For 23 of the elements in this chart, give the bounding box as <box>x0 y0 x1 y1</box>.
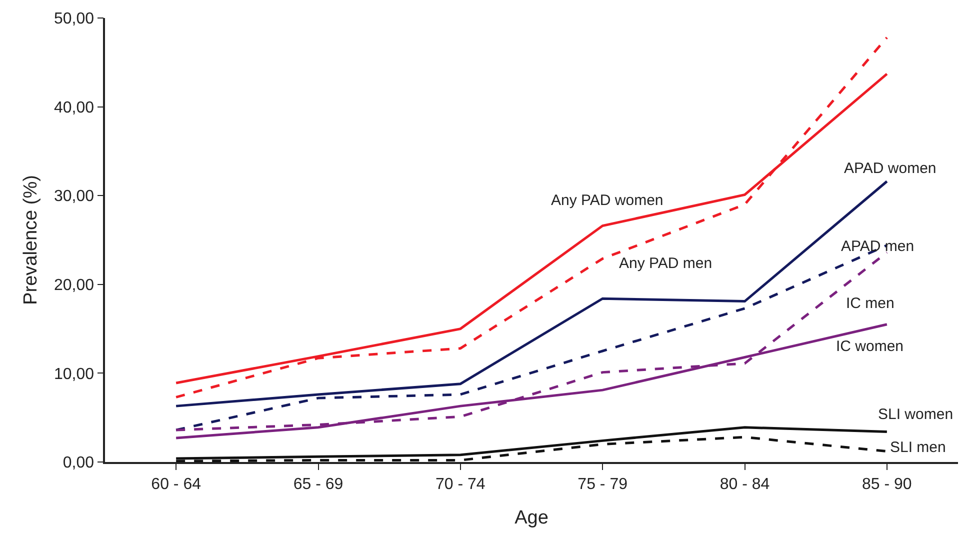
annotation: SLI men <box>890 439 946 456</box>
x-tick-label: 70 - 74 <box>436 476 486 493</box>
y-axis-title: Prevalence (%) <box>20 175 42 305</box>
line-series <box>174 426 888 460</box>
annotation: SLI women <box>878 406 954 423</box>
y-tick-label: 50,00 <box>54 10 94 28</box>
annotation: APAD men <box>841 238 914 255</box>
x-tick-label: 85 - 90 <box>862 476 912 493</box>
x-tick-label: 75 - 79 <box>578 476 628 493</box>
annotation: IC men <box>846 295 894 312</box>
annotation: APAD women <box>844 160 936 177</box>
y-tick-label: 0,00 <box>62 454 94 472</box>
y-tick-label: 10,00 <box>54 366 94 383</box>
x-axis-title: Age <box>514 507 548 528</box>
y-tick-label: 40,00 <box>54 99 94 116</box>
y-tick-label: 20,00 <box>54 277 94 294</box>
annotation: IC women <box>836 338 904 355</box>
annotation: Any PAD men <box>619 255 712 272</box>
annotation: Any PAD women <box>551 192 664 209</box>
x-tick-label: 80 - 84 <box>720 476 770 493</box>
x-tick-label: 65 - 69 <box>293 476 344 493</box>
y-tick-label: 30,00 <box>54 188 94 206</box>
x-tick-label: 60 - 64 <box>151 476 202 493</box>
